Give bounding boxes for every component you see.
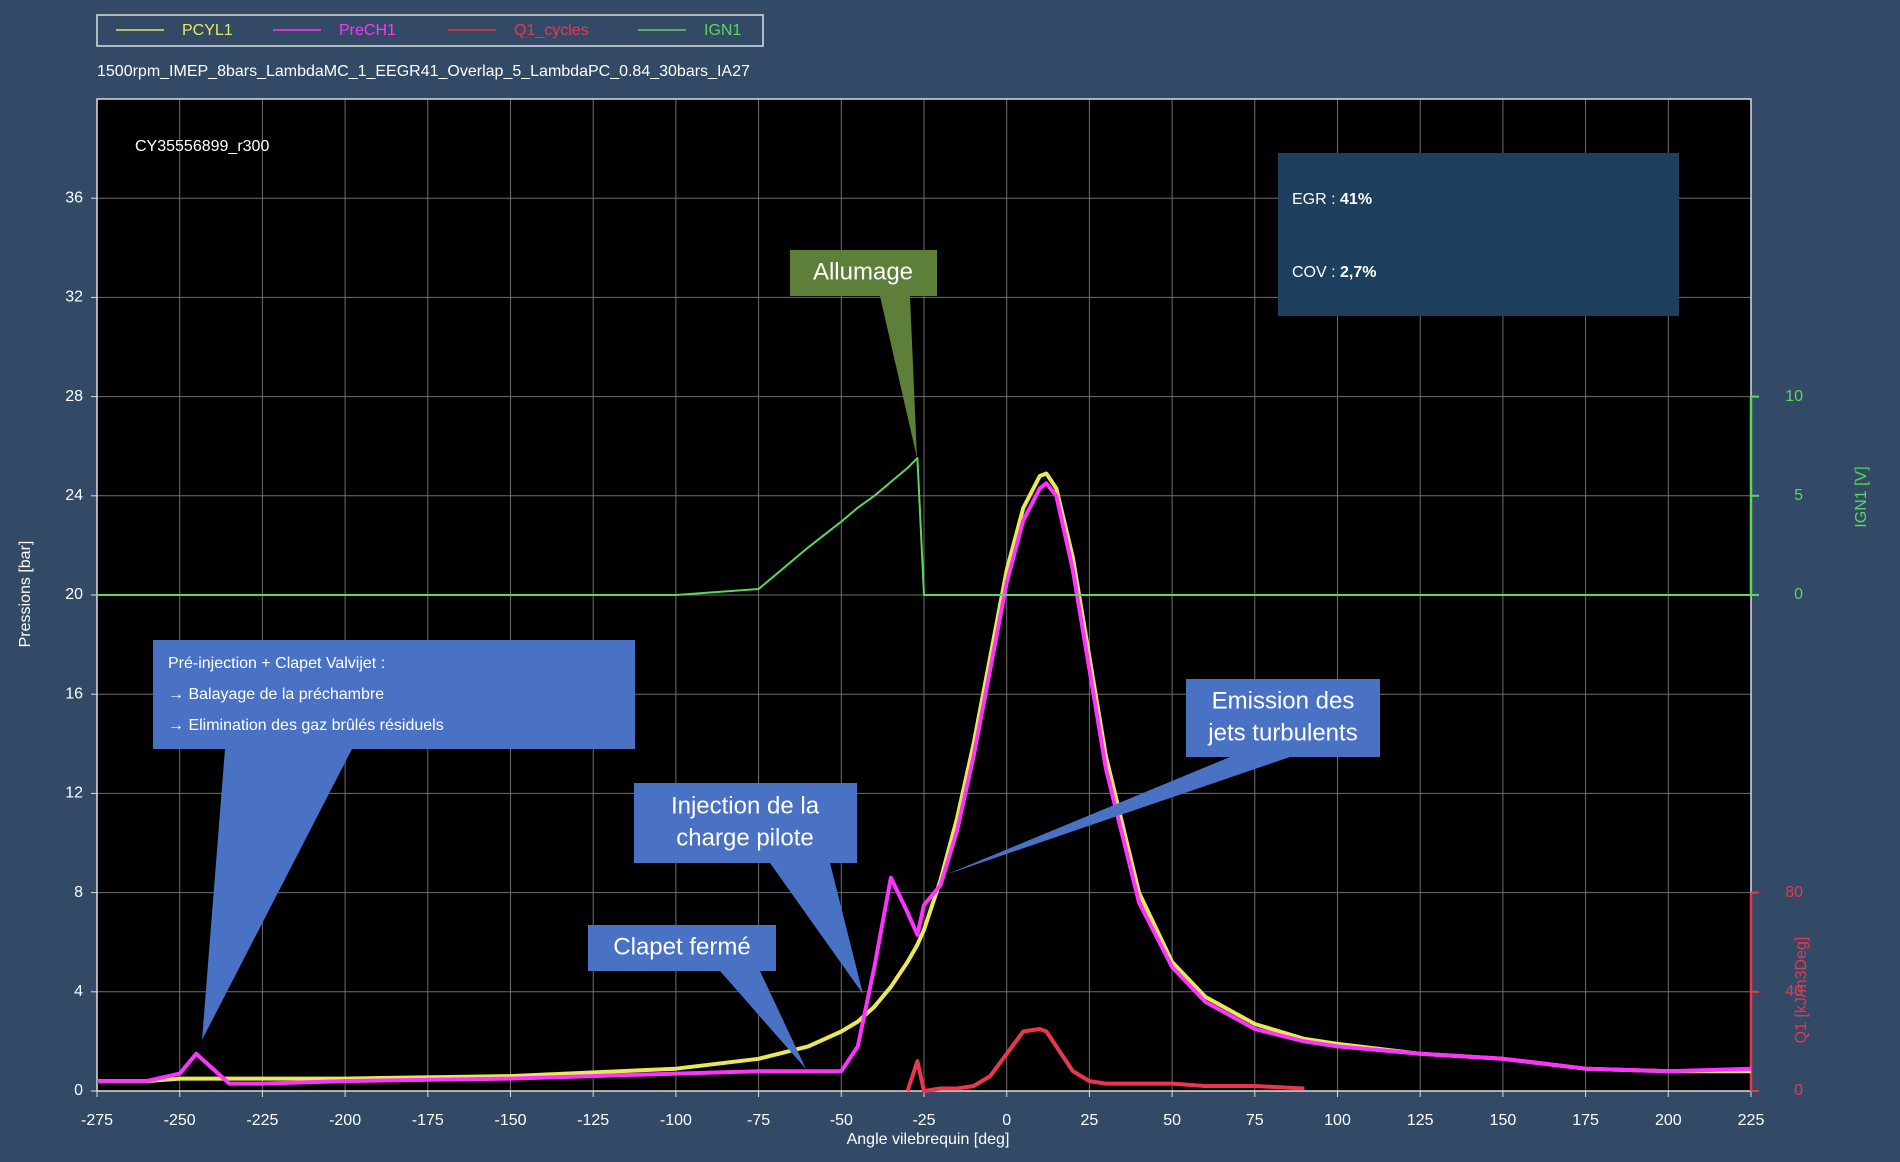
egr-text: EGR : 41% <box>1292 191 1372 208</box>
pointer <box>945 757 1290 875</box>
pointer <box>880 296 917 458</box>
x-tick-label: 150 <box>1490 1112 1517 1129</box>
y-tick-label: 4 <box>74 983 83 1000</box>
x-tick-label: -75 <box>747 1112 770 1129</box>
pointer <box>720 971 806 1069</box>
y3-tick-label: 0 <box>1794 1082 1803 1099</box>
x-tick-label: 0 <box>1002 1112 1011 1129</box>
x-tick-label: -125 <box>577 1112 609 1129</box>
x-tick-label: 200 <box>1655 1112 1682 1129</box>
y-tick-label: 20 <box>65 586 83 603</box>
x-tick-label: -250 <box>164 1112 196 1129</box>
legend-label: Q1_cycles <box>514 22 589 39</box>
preinjection-box <box>153 640 635 749</box>
x-tick-label: 125 <box>1407 1112 1434 1129</box>
cycle-label: CY35556899_r300 <box>135 138 269 155</box>
y-tick-label: 32 <box>65 289 83 306</box>
pointer <box>770 863 863 994</box>
series-line <box>905 1027 1305 1093</box>
emission-text: Emission des <box>1212 687 1355 714</box>
x-tick-label: 25 <box>1081 1112 1099 1129</box>
y2-tick-label: 5 <box>1794 487 1803 504</box>
injection-text: charge pilote <box>676 824 813 851</box>
x-tick-label: 100 <box>1324 1112 1351 1129</box>
y3-tick-label: 80 <box>1785 884 1803 901</box>
egr-label: EGR : <box>1292 191 1336 208</box>
y-tick-label: 28 <box>65 388 83 405</box>
y-tick-label: 36 <box>65 189 83 206</box>
subtitle: 1500rpm_IMEP_8bars_LambdaMC_1_EEGR41_Ove… <box>97 63 750 80</box>
series-line <box>97 481 1752 1086</box>
legend-label: PreCH1 <box>339 22 396 39</box>
x-tick-label: -175 <box>412 1112 444 1129</box>
legend-label: PCYL1 <box>182 22 233 39</box>
y-tick-label: 8 <box>74 884 83 901</box>
x-axis-label: Angle vilebrequin [deg] <box>847 1131 1010 1148</box>
preinjection-text: Pré-injection + Clapet Valvijet : <box>168 655 385 672</box>
legend-box <box>96 14 764 47</box>
y3-tick-label: 40 <box>1785 983 1803 1000</box>
y-tick-label: 12 <box>65 785 83 802</box>
series-line <box>97 471 1751 1084</box>
cov-text: COV : 2,7% <box>1292 264 1376 281</box>
injection-text: Injection de la <box>671 792 820 819</box>
egr-box <box>1278 153 1679 316</box>
injection-box <box>634 783 857 863</box>
emission-box <box>1186 679 1380 757</box>
x-tick-label: -25 <box>912 1112 935 1129</box>
y-axis-label: Pressions [bar] <box>17 541 34 648</box>
y-tick-label: 16 <box>65 685 83 702</box>
allumage-box <box>790 250 937 296</box>
x-tick-label: 50 <box>1163 1112 1181 1129</box>
clapet-text: Clapet fermé <box>613 933 750 960</box>
egr-value: 41% <box>1340 191 1372 208</box>
cov-value: 2,7% <box>1340 264 1376 281</box>
cov-label: COV : <box>1292 264 1336 281</box>
x-tick-label: -225 <box>246 1112 278 1129</box>
y2-tick-label: 0 <box>1794 586 1803 603</box>
preinjection-text: → Balayage de la préchambre <box>168 686 384 703</box>
x-tick-label: -200 <box>329 1112 361 1129</box>
x-tick-label: 75 <box>1246 1112 1264 1129</box>
x-tick-label: -50 <box>830 1112 853 1129</box>
x-tick-label: 175 <box>1572 1112 1599 1129</box>
emission-text: jets turbulents <box>1207 719 1357 746</box>
pointer <box>202 749 352 1040</box>
clapet-box <box>588 925 776 971</box>
y2-axis-label: IGN1 [V] <box>1853 466 1870 527</box>
y-tick-label: 0 <box>74 1082 83 1099</box>
legend-label: IGN1 <box>704 22 741 39</box>
x-tick-label: -275 <box>81 1112 113 1129</box>
y3-axis-label: Q1 [kJ/m3Deg] <box>1793 937 1810 1044</box>
x-tick-label: 225 <box>1738 1112 1765 1129</box>
y2-tick-label: 10 <box>1785 388 1803 405</box>
x-tick-label: -150 <box>494 1112 526 1129</box>
series-line <box>97 457 1751 596</box>
y-tick-label: 24 <box>65 487 83 504</box>
x-tick-label: -100 <box>660 1112 692 1129</box>
preinjection-text: → Elimination des gaz brûlés résiduels <box>168 717 444 734</box>
allumage-text: Allumage <box>813 258 913 285</box>
